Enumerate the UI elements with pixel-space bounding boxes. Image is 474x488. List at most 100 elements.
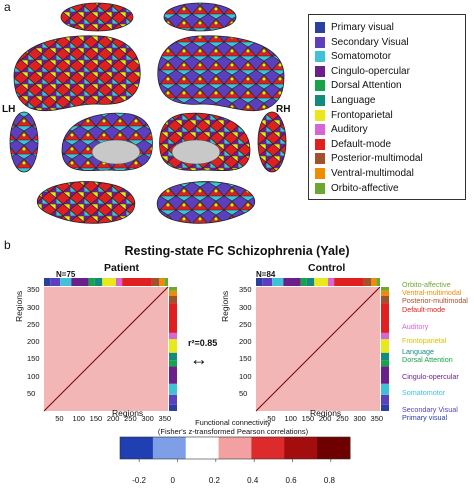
- legend-item: Default-mode: [315, 138, 391, 151]
- network-label: Somatomotor: [402, 388, 446, 397]
- legend-label: Cingulo-opercular: [331, 65, 410, 77]
- control-title: Control: [308, 262, 346, 274]
- legend-swatch: [315, 182, 325, 194]
- control-matrix: [255, 286, 381, 412]
- legend-label: Orbito-affective: [331, 182, 399, 194]
- brain-lateral-right: [157, 35, 285, 112]
- brain-ventral-right: [156, 181, 256, 224]
- legend-item: Ventral-multimodal: [315, 167, 414, 180]
- colorbar-segment: [185, 437, 220, 459]
- legend-label: Somatomotor: [331, 51, 392, 63]
- legend-swatch: [315, 36, 325, 48]
- network-bar-side: [381, 360, 389, 367]
- network-bar-top: [50, 278, 61, 286]
- network-bar-side: [381, 287, 389, 291]
- y-tick-label: 150: [27, 354, 40, 364]
- network-bar-side: [169, 339, 177, 353]
- r-squared-label: r²=0.85: [188, 338, 218, 348]
- colorbar-title-line2: (Fisher's z-transformed Pearson correlat…: [157, 427, 309, 436]
- network-bar-top: [102, 278, 116, 286]
- colorbar-title-line1: Functional connectivity: [195, 418, 271, 427]
- network-bar-top: [164, 278, 168, 286]
- patient-matrix: [43, 286, 169, 412]
- control-n-label: N=84: [256, 270, 276, 279]
- network-bar-side: [381, 352, 389, 361]
- network-label: Language: [402, 347, 434, 356]
- y-tick-label: 200: [27, 337, 40, 347]
- x-tick-label: 150: [301, 414, 315, 423]
- network-bar-side: [381, 290, 389, 296]
- brain-dorsal-left: [60, 2, 134, 32]
- matrix-diagonal: [43, 286, 169, 412]
- network-bar-top: [376, 278, 380, 286]
- network-bar-side: [169, 352, 177, 361]
- brain-surfaces: [9, 2, 287, 224]
- y-tick-label: 200: [239, 337, 252, 347]
- network-label: Ventral-multimodal: [402, 288, 462, 297]
- legend-label: Auditory: [331, 124, 368, 136]
- network-bar-top: [327, 278, 335, 286]
- network-bar-side: [381, 383, 389, 395]
- legend-swatch: [315, 138, 325, 150]
- legend-swatch: [315, 168, 325, 179]
- network-bar-top: [314, 278, 328, 286]
- patient-title: Patient: [104, 262, 140, 274]
- network-bar-side: [381, 295, 389, 304]
- colorbar-segment: [251, 437, 285, 459]
- network-bar-top: [272, 278, 284, 286]
- y-tick-label: 50: [27, 388, 36, 398]
- network-bar-top: [88, 278, 95, 286]
- legend-label: Language: [331, 95, 376, 106]
- legend-item: Posterior-multimodal: [315, 152, 423, 165]
- network-bar-top: [115, 278, 123, 286]
- lh-label: LH: [2, 104, 16, 115]
- x-tick-label: 200: [106, 414, 120, 423]
- network-bar-top: [44, 278, 51, 286]
- network-label: Primary visual: [402, 413, 448, 422]
- network-bar-top: [256, 278, 263, 286]
- legend-label: Secondary Visual: [331, 36, 409, 48]
- y-tick-label: 350: [239, 285, 252, 295]
- y-tick-label: 100: [239, 371, 252, 381]
- legend-item: Language: [315, 94, 376, 107]
- network-bar-side: [169, 295, 177, 304]
- legend-item: Orbito-affective: [315, 182, 399, 195]
- y-tick-label: 50: [239, 388, 248, 398]
- y-tick-label: 300: [239, 302, 252, 312]
- patient-x-axis-title: Regions: [112, 408, 144, 418]
- legend-swatch: [315, 153, 325, 165]
- network-bar-side: [381, 404, 389, 411]
- legend-label: Posterior-multimodal: [331, 153, 423, 165]
- legend-item: Frontoparietal: [315, 109, 393, 122]
- network-bar-side: [169, 404, 177, 411]
- network-bar-side: [169, 366, 177, 384]
- x-tick-label: 350: [158, 414, 172, 423]
- legend-label: Ventral-multimodal: [331, 168, 414, 179]
- y-tick-label: 250: [27, 319, 40, 329]
- colorbar-tick-label: -0.2: [132, 476, 146, 485]
- legend-swatch: [315, 124, 325, 136]
- legend-label: Dorsal Attention: [331, 80, 402, 92]
- comparison-arrow: ↔: [190, 349, 208, 369]
- x-tick-label: 50: [55, 414, 64, 423]
- colorbar-tick-label: 0: [170, 476, 175, 485]
- network-bar-side: [169, 383, 177, 395]
- legend-swatch: [315, 65, 325, 77]
- x-tick-label: 300: [141, 414, 154, 423]
- colorbar-segment: [284, 437, 318, 459]
- y-tick-label: 100: [27, 371, 40, 381]
- network-bar-side: [381, 366, 389, 384]
- network-label: Cingulo-opercular: [402, 372, 459, 381]
- network-label: Auditory: [402, 322, 429, 331]
- x-tick-label: 250: [336, 414, 349, 423]
- control-network-bars: [256, 278, 389, 411]
- panel-b-label: b: [4, 238, 11, 252]
- colorbar-segment: [152, 437, 187, 459]
- legend-label: Frontoparietal: [331, 109, 393, 121]
- colorbar-tick-label: 0.4: [247, 476, 259, 485]
- panel-a-label: a: [4, 0, 11, 14]
- network-bar-top: [371, 278, 377, 286]
- patient-network-bars: [44, 278, 177, 411]
- rh-label: RH: [276, 104, 291, 115]
